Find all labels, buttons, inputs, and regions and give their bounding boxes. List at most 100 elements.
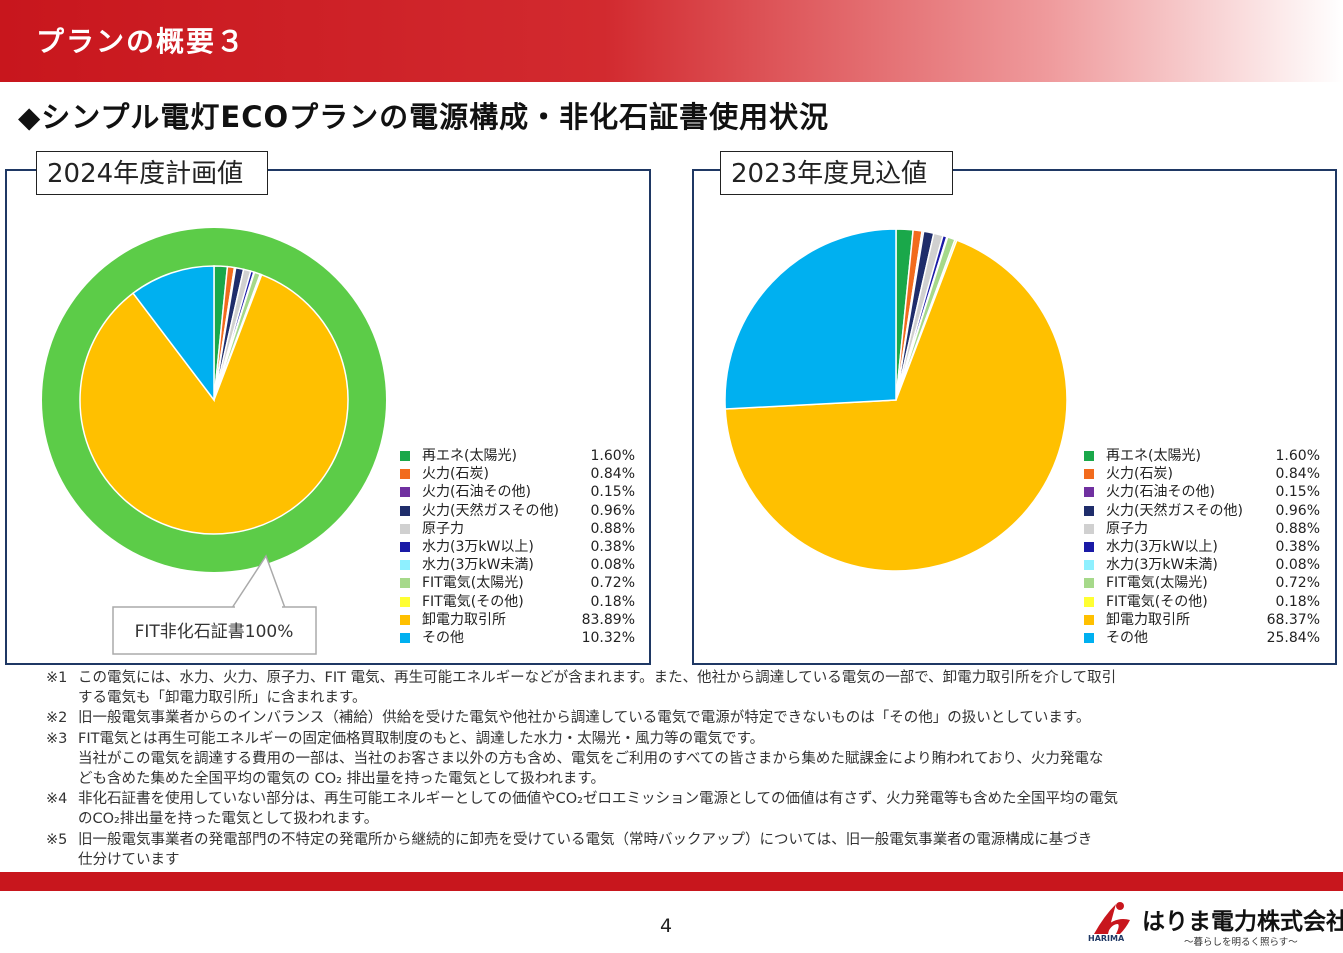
footnote-line: ※5 旧一般電気事業者の発電部門の不特定の発電所から継続的に卸売を受けている電気（… [46, 830, 1306, 850]
legend-value: 1.60% [590, 448, 635, 464]
legend-value: 0.15% [1275, 484, 1320, 501]
footnote: ※5 旧一般電気事業者の発電部門の不特定の発電所から継続的に卸売を受けている電気（… [46, 830, 1306, 870]
legend-swatch [1084, 451, 1094, 461]
legend-item: FIT電気(その他) 0.18% [400, 593, 635, 611]
section-title: ◆シンプル電灯ECOプランの電源構成・非化石証書使用状況 [18, 100, 830, 134]
legend-swatch [1084, 596, 1094, 607]
legend-item: FIT電気(太陽光) 0.72% [1084, 574, 1320, 592]
legend-item: その他 25.84% [1084, 629, 1320, 647]
legend-item: 火力(天然ガスその他) 0.96% [400, 502, 635, 520]
legend-item: その他 10.32% [400, 629, 635, 647]
legend-item: 火力(天然ガスその他) 0.96% [1084, 502, 1320, 520]
footnote: ※3 FIT電気とは再生可能エネルギーの固定価格買取制度のもと、調達した水力・太陽… [46, 729, 1306, 790]
bottom-bar [0, 872, 1343, 891]
footnote-mark: ※4 [46, 791, 68, 808]
callout-text: FIT非化石証書100% [135, 622, 294, 642]
pie-slice-11 [724, 228, 897, 410]
legend-2024: 再エネ(太陽光) 1.60% 火力(石炭) 0.84% 火力(石油その他) 0.15% 火力… [400, 447, 635, 647]
legend-label: 火力(石油その他) [1106, 484, 1215, 501]
legend-item: 再エネ(太陽光) 1.60% [1084, 447, 1320, 465]
legend-swatch [1084, 541, 1094, 552]
legend-value: 0.38% [1275, 538, 1320, 555]
footnote-line: ども含めた集めた全国平均の電気の CO₂ 排出量を持った電気として扱われます。 [78, 771, 605, 788]
legend-item: 卸電力取引所 83.89% [400, 611, 635, 629]
legend-label: 卸電力取引所 [1106, 611, 1190, 628]
legend-swatch [1084, 487, 1094, 498]
legend-value: 68.37% [1266, 611, 1320, 628]
pie-slice-11 [132, 265, 215, 403]
legend-swatch [400, 578, 410, 589]
legend-item: FIT電気(太陽光) 0.72% [400, 574, 635, 592]
legend-swatch [400, 469, 410, 480]
legend-value: 83.89% [581, 611, 635, 628]
legend-swatch [1084, 523, 1094, 534]
legend-swatch [1084, 614, 1094, 625]
legend-label: 火力(天然ガスその他) [422, 502, 559, 519]
footnote-line: 仕分けています [78, 851, 180, 868]
legend-label: 火力(天然ガスその他) [1106, 502, 1243, 519]
legend-swatch [400, 614, 410, 625]
logo-sub-text: HARIMA [1088, 934, 1125, 943]
legend-swatch [400, 487, 410, 498]
panel-label-2024: 2024年度計画値 [36, 151, 268, 195]
footnote-line: ※2 旧一般電気事業者からのインバランス（補給）供給を受けた電気や他社から調達して… [46, 708, 1306, 728]
callout-pointer [231, 554, 286, 609]
footnote: ※1 この電気には、水力、火力、原子力、FIT 電気、再生可能エネルギーなどが含ま… [46, 668, 1306, 708]
legend-2023: 再エネ(太陽光) 1.60% 火力(石炭) 0.84% 火力(石油その他) 0.15% 火力… [1084, 447, 1320, 647]
legend-label: FIT電気(その他) [1106, 593, 1208, 610]
legend-swatch [400, 505, 410, 516]
page-number: 4 [660, 915, 673, 937]
legend-item: 火力(石油その他) 0.15% [400, 483, 635, 501]
legend-label: 卸電力取引所 [422, 611, 506, 628]
company-name: はりま電力株式会社 [1142, 909, 1343, 935]
legend-label: 水力(3万kW以上) [422, 538, 534, 555]
legend-value: 0.38% [590, 538, 635, 555]
legend-swatch [400, 560, 410, 571]
legend-item: 原子力 0.88% [1084, 520, 1320, 538]
legend-label: FIT電気(太陽光) [422, 575, 524, 592]
legend-value: 25.84% [1266, 629, 1320, 646]
footnote-line: する電気も「卸電力取引所」に含まれます。 [78, 690, 367, 707]
legend-label: 原子力 [1106, 520, 1148, 537]
legend-value: 0.88% [590, 520, 635, 537]
legend-item: 水力(3万kW未満) 0.08% [400, 556, 635, 574]
pie-chart-2024: FIT非化石証書100% [42, 228, 386, 655]
legend-value: 0.08% [590, 557, 635, 574]
pie-chart-2023 [724, 228, 1068, 572]
footnote: ※2 旧一般電気事業者からのインバランス（補給）供給を受けた電気や他社から調達して… [46, 708, 1306, 728]
footnote-mark: ※5 [46, 831, 68, 848]
legend-value: 0.96% [1275, 502, 1320, 519]
footnotes: ※1 この電気には、水力、火力、原子力、FIT 電気、再生可能エネルギーなどが含ま… [46, 668, 1306, 870]
legend-swatch [400, 632, 410, 643]
legend-label: 再エネ(太陽光) [1106, 448, 1201, 464]
footnote-mark: ※2 [46, 710, 68, 727]
panel-2024-plan: FIT非化石証書100% 再エネ(太陽光) 1.60% 火力(石炭) 0.84% 火力(… [5, 169, 651, 665]
legend-value: 0.18% [590, 593, 635, 610]
legend-label: FIT電気(太陽光) [1106, 575, 1208, 592]
legend-value: 1.60% [1275, 448, 1320, 464]
legend-item: 火力(石炭) 0.84% [1084, 465, 1320, 483]
pie-slice-10 [79, 273, 349, 535]
footnote-line: ※4 非化石証書を使用していない部分は、再生可能エネルギーとしての価値やCO₂ゼロ… [46, 789, 1306, 809]
legend-label: 原子力 [422, 520, 464, 537]
footnote-line: 当社がこの電気を調達する費用の一部は、当社のお客さま以外の方も含め、電気をご利用… [78, 750, 1104, 767]
legend-swatch [1084, 469, 1094, 480]
legend-item: FIT電気(その他) 0.18% [1084, 593, 1320, 611]
callout-box [112, 606, 317, 655]
legend-swatch [400, 596, 410, 607]
footnote-line: ※3 FIT電気とは再生可能エネルギーの固定価格買取制度のもと、調達した水力・太陽… [46, 729, 1306, 749]
company-tagline: 〜暮らしを明るく照らす〜 [1184, 937, 1298, 948]
harima-logo-icon [1094, 902, 1130, 934]
panel-label-2023: 2023年度見込値 [720, 151, 953, 195]
legend-value: 0.15% [590, 484, 635, 501]
legend-label: 水力(3万kW未満) [422, 557, 534, 574]
legend-swatch [1084, 505, 1094, 516]
legend-item: 水力(3万kW以上) 0.38% [1084, 538, 1320, 556]
legend-item: 水力(3万kW以上) 0.38% [400, 538, 635, 556]
legend-label: 水力(3万kW未満) [1106, 557, 1218, 574]
legend-value: 0.72% [590, 575, 635, 592]
company-logo: HARIMA はりま電力株式会社 〜暮らしを明るく照らす〜 [1084, 896, 1343, 950]
legend-label: その他 [1106, 629, 1148, 646]
legend-swatch [1084, 560, 1094, 571]
legend-label: 火力(石炭) [422, 466, 489, 483]
